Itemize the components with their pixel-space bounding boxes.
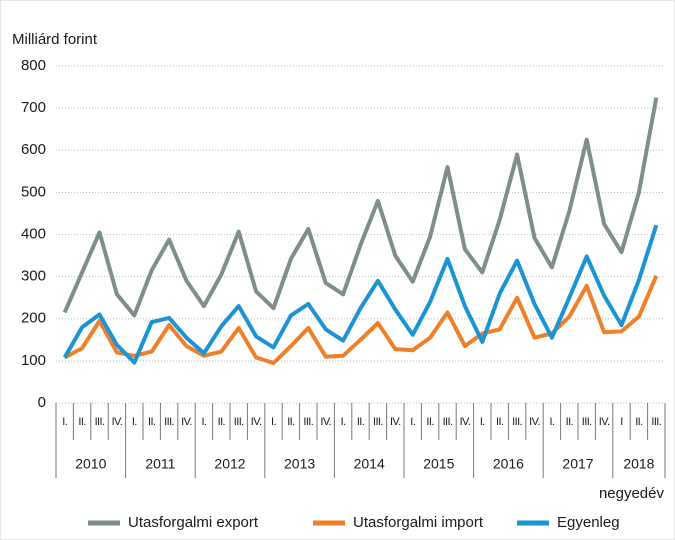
legend-label: Utasforgalmi import	[353, 514, 484, 531]
year-label: 2018	[623, 456, 654, 472]
y-tick-label: 100	[21, 352, 46, 369]
x-tick-label: IV.	[320, 416, 331, 428]
x-tick-label: III.	[512, 416, 522, 428]
line-series	[62, 97, 659, 318]
y-tick-label: 300	[21, 268, 46, 285]
x-tick-label: I.	[132, 416, 137, 428]
x-tick-label: II.	[566, 416, 574, 428]
x-tick-label: II.	[635, 416, 643, 428]
x-tick-label: IV.	[251, 416, 262, 428]
legend-label: Utasforgalmi export	[128, 514, 259, 531]
year-label: 2016	[493, 456, 524, 472]
year-label: 2011	[145, 456, 175, 472]
x-axis-label: negyedév	[599, 485, 665, 502]
y-tick-label: 800	[21, 57, 46, 74]
x-tick-label: II.	[218, 416, 226, 428]
x-tick-label: I	[620, 416, 623, 428]
x-tick-label: II.	[357, 416, 365, 428]
x-tick-label: III.	[164, 416, 174, 428]
legend-label: Egyenleg	[557, 514, 620, 531]
x-tick-label: IV.	[390, 416, 401, 428]
y-tick-label: 600	[21, 141, 46, 158]
x-tick-label: II.	[426, 416, 434, 428]
y-tick-label: 400	[21, 225, 46, 242]
y-tick-label: 0	[38, 394, 46, 411]
line-series	[63, 275, 659, 365]
x-tick-label: III.	[651, 416, 661, 428]
x-tick-label: IV.	[599, 416, 610, 428]
x-tick-label: III.	[373, 416, 383, 428]
year-label: 2017	[562, 456, 593, 472]
line-series	[62, 224, 659, 365]
y-tick-label: 500	[21, 183, 46, 200]
x-tick-label: II.	[287, 416, 295, 428]
x-tick-label: III.	[443, 416, 453, 428]
x-tick-label: II.	[148, 416, 156, 428]
year-label: 2014	[354, 456, 385, 472]
x-tick-label: I.	[410, 416, 415, 428]
year-label: 2012	[214, 456, 245, 472]
y-tick-label: 200	[21, 310, 46, 327]
x-tick-label: I.	[549, 416, 554, 428]
year-label: 2015	[423, 456, 454, 472]
x-tick-label: I.	[480, 416, 485, 428]
x-tick-label: III.	[95, 416, 105, 428]
x-tick-label: IV.	[112, 416, 123, 428]
x-tick-label: I.	[62, 416, 67, 428]
x-tick-label: III.	[582, 416, 592, 428]
x-tick-label: III.	[303, 416, 313, 428]
x-tick-label: IV.	[460, 416, 471, 428]
x-tick-label: I.	[341, 416, 346, 428]
year-label: 2010	[75, 456, 106, 472]
y-axis-label: Milliárd forint	[12, 31, 98, 48]
x-tick-label: I.	[201, 416, 206, 428]
x-tick-label: IV.	[529, 416, 540, 428]
x-tick-label: I.	[271, 416, 276, 428]
x-tick-label: II.	[496, 416, 504, 428]
year-label: 2013	[284, 456, 315, 472]
x-tick-label: IV.	[181, 416, 192, 428]
y-tick-label: 700	[21, 99, 46, 116]
x-tick-label: III.	[234, 416, 244, 428]
x-tick-label: II.	[78, 416, 86, 428]
